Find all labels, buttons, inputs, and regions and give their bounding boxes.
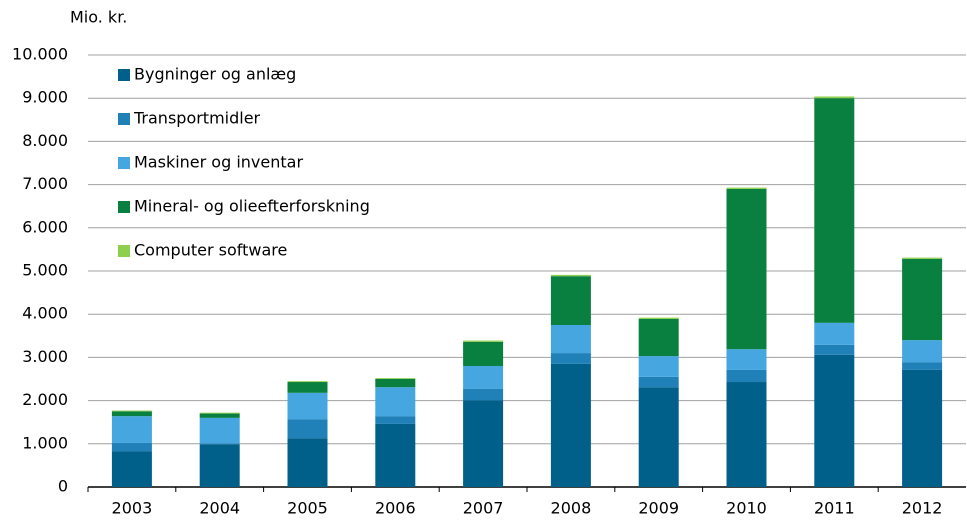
- bar-segment: [111, 411, 152, 417]
- bar-segment: [638, 376, 679, 388]
- bar-segment: [287, 381, 328, 383]
- bar-segment: [111, 442, 152, 452]
- bar-segment: [375, 416, 416, 424]
- bar-segment: [814, 322, 855, 345]
- legend-label: Computer software: [134, 241, 287, 260]
- bar-segment: [726, 369, 767, 383]
- y-tick-label: 7.000: [22, 174, 68, 193]
- bar-segment: [550, 325, 591, 354]
- bar-segment: [550, 353, 591, 364]
- y-tick-label: 5.000: [22, 261, 68, 280]
- bar-segment: [375, 387, 416, 417]
- bar-segment: [111, 410, 152, 412]
- bar-segment: [463, 388, 504, 401]
- y-tick-label: 8.000: [22, 131, 68, 150]
- bar-segment: [814, 354, 855, 487]
- x-tick-label: 2009: [638, 499, 679, 518]
- legend-swatch: [118, 113, 130, 125]
- y-tick-label: 0: [58, 477, 68, 496]
- bar-segment: [902, 258, 943, 341]
- x-tick-label: 2007: [463, 499, 504, 518]
- legend-label: Mineral- og olieefterforskning: [134, 197, 370, 216]
- bar-segment: [638, 318, 679, 357]
- bar-segment: [375, 423, 416, 487]
- bar-segment: [463, 400, 504, 487]
- x-tick-label: 2005: [287, 499, 328, 518]
- bar-segment: [287, 438, 328, 487]
- bar-segment: [199, 417, 240, 444]
- x-tick-label: 2008: [551, 499, 592, 518]
- bar-segment: [463, 341, 504, 367]
- x-tick-label: 2010: [726, 499, 767, 518]
- y-axis-label: Mio. kr.: [70, 8, 127, 27]
- legend-label: Maskiner og inventar: [134, 153, 303, 172]
- y-tick-label: 2.000: [22, 390, 68, 409]
- y-tick-label: 3.000: [22, 347, 68, 366]
- bar-segment: [111, 451, 152, 487]
- bar-segment: [814, 344, 855, 355]
- bar-segment: [463, 366, 504, 389]
- bar-segment: [287, 419, 328, 439]
- bar-segment: [199, 444, 240, 487]
- y-tick-label: 9.000: [22, 88, 68, 107]
- bar-segment: [638, 356, 679, 377]
- legend-label: Bygninger og anlæg: [134, 65, 296, 84]
- bar-segment: [550, 363, 591, 487]
- legend-swatch: [118, 69, 130, 81]
- bar-segment: [287, 392, 328, 420]
- x-tick-label: 2006: [375, 499, 416, 518]
- legend-swatch: [118, 245, 130, 257]
- x-tick-label: 2012: [902, 499, 943, 518]
- bar-segment: [814, 96, 855, 99]
- bar-segment: [902, 362, 943, 370]
- x-tick-label: 2004: [199, 499, 240, 518]
- bar-segment: [550, 274, 591, 277]
- y-tick-label: 6.000: [22, 217, 68, 236]
- legend-swatch: [118, 201, 130, 213]
- bar-segment: [550, 276, 591, 325]
- x-tick-label: 2011: [814, 499, 855, 518]
- legend-swatch: [118, 157, 130, 169]
- bar-segment: [463, 340, 504, 342]
- legend-label: Transportmidler: [133, 109, 261, 128]
- bar-segment: [902, 257, 943, 259]
- bar-segment: [902, 369, 943, 487]
- x-tick-label: 2003: [112, 499, 153, 518]
- y-tick-label: 10.000: [12, 45, 68, 64]
- bar-segment: [287, 382, 328, 393]
- bar-segment: [199, 412, 240, 414]
- bar-segment: [726, 187, 767, 189]
- bar-segment: [199, 413, 240, 418]
- bar-segment: [638, 317, 679, 319]
- bar-segment: [902, 340, 943, 363]
- bar-segment: [726, 349, 767, 370]
- bar-segment: [726, 382, 767, 487]
- bar-segment: [638, 387, 679, 487]
- y-tick-label: 1.000: [22, 433, 68, 452]
- bar-segment: [375, 379, 416, 388]
- bar-segment: [111, 416, 152, 443]
- y-tick-label: 4.000: [22, 304, 68, 323]
- bar-segment: [726, 188, 767, 350]
- bar-segment: [375, 378, 416, 379]
- bar-segment: [814, 98, 855, 323]
- bar-segment: [199, 443, 240, 445]
